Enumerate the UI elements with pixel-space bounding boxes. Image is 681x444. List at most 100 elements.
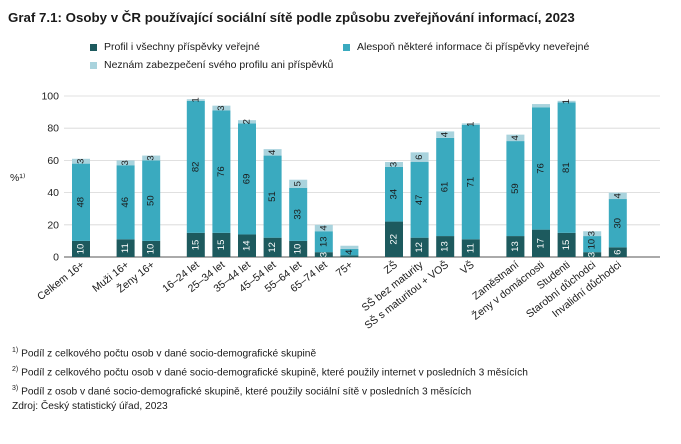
bar-segment xyxy=(238,120,256,124)
chart-legend: Profil i všechny příspěvky veřejné Alesp… xyxy=(0,0,681,90)
category-label: 75+ xyxy=(334,259,355,279)
data-label: 15 xyxy=(190,240,201,251)
bar-segment xyxy=(436,236,455,257)
bar-segment xyxy=(461,124,480,240)
bar-segment xyxy=(385,221,403,257)
data-label: 3 xyxy=(216,105,227,110)
bar-segment xyxy=(289,179,308,188)
data-label: 2 xyxy=(242,119,253,124)
bar-segment xyxy=(436,137,455,237)
bar-segment xyxy=(142,240,161,257)
source-note: Zdroj: Český statistický úřad, 2023 xyxy=(12,401,168,413)
data-label: 13 xyxy=(510,241,521,252)
bar-segment xyxy=(583,252,602,257)
data-label: 13 xyxy=(440,241,451,252)
bar-segment xyxy=(186,232,205,257)
data-label: 3 xyxy=(120,160,131,165)
legend-swatch-public xyxy=(90,43,97,51)
y-tick-label: 40 xyxy=(47,187,59,199)
bar-segment xyxy=(385,162,403,167)
bar-segment xyxy=(385,166,403,222)
bar-segment xyxy=(436,131,455,138)
data-label: 3 xyxy=(76,159,87,164)
data-label: 34 xyxy=(389,189,400,200)
y-tick-label: 60 xyxy=(47,155,59,167)
bar-segment xyxy=(506,134,525,142)
bar-segment xyxy=(72,163,90,241)
data-label: 51 xyxy=(267,191,278,202)
data-label: 6 xyxy=(612,250,623,255)
data-label: 59 xyxy=(510,183,521,194)
bar-segment xyxy=(238,123,256,235)
legend-label-unknown: Neznám zabezpečení svého profilu ani pří… xyxy=(104,59,334,71)
bar-segment xyxy=(314,231,333,253)
data-label: 33 xyxy=(293,209,304,220)
data-label: 10 xyxy=(587,239,598,250)
bar-segment xyxy=(557,102,576,233)
data-label: 22 xyxy=(389,234,400,245)
bar-segment xyxy=(608,199,627,248)
legend-item-private: Alespoň některé informace či příspěvky n… xyxy=(343,41,589,53)
data-label: 4 xyxy=(510,135,521,140)
data-label: 6 xyxy=(414,155,425,160)
data-label: 1 xyxy=(561,99,572,104)
bar-segment xyxy=(289,187,308,241)
bar-segment xyxy=(238,234,256,257)
legend-item-unknown: Neznám zabezpečení svého profilu ani pří… xyxy=(90,59,333,71)
bar-segment xyxy=(532,107,550,230)
bar-segment xyxy=(142,160,161,241)
chart-title: Graf 7.1: Osoby v ČR používající sociáln… xyxy=(8,10,575,25)
bar-segment xyxy=(506,236,525,257)
bar-segment xyxy=(410,237,429,257)
data-label: 30 xyxy=(612,218,623,229)
data-label: 15 xyxy=(216,240,227,251)
data-label: 47 xyxy=(414,195,425,206)
bar-segment xyxy=(532,229,550,257)
legend-item-public: Profil i všechny příspěvky veřejné xyxy=(90,41,260,53)
category-label: ZŠ xyxy=(381,258,400,277)
data-label: 61 xyxy=(440,182,451,193)
legend-swatch-unknown xyxy=(90,61,97,69)
data-label: 4 xyxy=(440,132,451,137)
footnotes: 1) Podíl z celkového počtu osob v dané s… xyxy=(12,343,528,415)
bar-segment xyxy=(212,232,231,257)
bar-segment xyxy=(506,141,525,237)
data-label: 69 xyxy=(242,174,253,185)
bar-segment xyxy=(314,224,333,232)
data-label: 4 xyxy=(612,193,623,198)
category-label: VŠ xyxy=(458,258,477,277)
data-label: 50 xyxy=(146,195,157,206)
bar-segment xyxy=(142,155,161,161)
data-label: 17 xyxy=(536,238,547,249)
bar-segment xyxy=(116,160,135,166)
bar-segment xyxy=(116,165,135,240)
bar-segment xyxy=(557,100,576,103)
data-label: 3 xyxy=(587,252,598,257)
legend-label-public: Profil i všechny příspěvky veřejné xyxy=(104,41,260,53)
bar-segment xyxy=(557,232,576,257)
bar-segment xyxy=(532,104,550,108)
data-label: 12 xyxy=(267,242,278,253)
bar-segment xyxy=(263,237,282,257)
data-label: 71 xyxy=(465,177,476,188)
y-axis-label: %¹⁾ xyxy=(10,172,26,184)
data-label: 3 xyxy=(587,231,598,236)
footnote-1: 1) Podíl z celkového počtu osob v dané s… xyxy=(12,347,317,360)
data-label: 14 xyxy=(242,240,253,251)
bar-segment xyxy=(340,245,359,249)
data-label: 1 xyxy=(190,97,201,102)
bar-segment xyxy=(263,155,282,238)
bar-segment xyxy=(212,110,231,233)
bar-segment xyxy=(608,247,627,257)
data-label: 3 xyxy=(389,162,400,167)
bar-segment xyxy=(461,123,480,125)
bar-segment xyxy=(583,236,602,253)
data-label: 10 xyxy=(293,244,304,255)
footnote-3: 3) Podíl z osob v dané socio-demografick… xyxy=(12,384,472,397)
y-tick-label: 100 xyxy=(41,91,59,103)
footnote-2: 2) Podíl z celkového počtu osob v dané s… xyxy=(12,365,528,379)
data-label: 10 xyxy=(146,244,157,255)
bar-segment xyxy=(340,248,359,256)
data-label: 3 xyxy=(318,252,329,257)
